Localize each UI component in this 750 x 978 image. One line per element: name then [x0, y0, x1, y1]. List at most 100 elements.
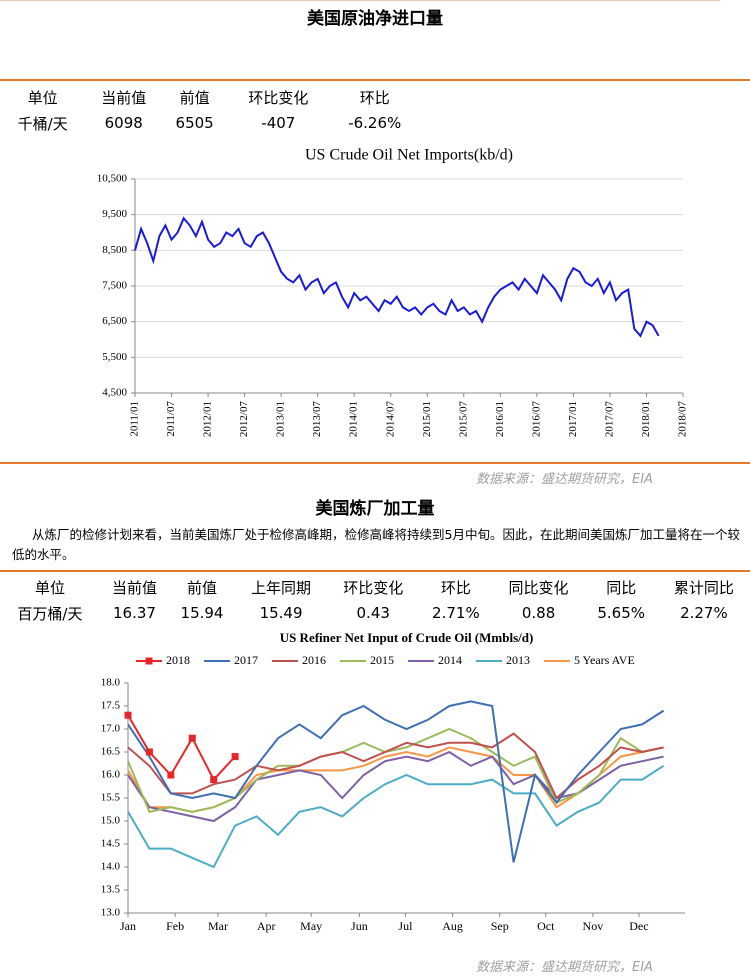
x-tick-label: 2014/07 [384, 401, 396, 438]
x-tick-label: 2018/07 [677, 401, 689, 438]
cell: 2.71% [432, 604, 480, 622]
y-tick-label: 8,500 [102, 244, 127, 256]
point [145, 748, 153, 756]
cell: 6505 [175, 114, 214, 132]
legend-label: 2016 [302, 653, 326, 667]
table: 单位 当前值 前值 环比变化 环比 千桶/天 6098 6505 -407 -6.26% [0, 84, 420, 136]
x-tick-label: Jan [120, 919, 136, 933]
point [231, 753, 239, 761]
x-tick-label: Apr [257, 919, 276, 933]
cell: 0.43 [356, 604, 390, 622]
line [127, 764, 665, 869]
cell: 2.27% [680, 604, 728, 622]
x-tick-label: 2013/01 [275, 401, 287, 437]
source: 数据来源：盛达期货研究，EIA [476, 472, 653, 487]
x-tick-label: 2018/01 [640, 401, 652, 437]
y-tick-label: 14.5 [101, 838, 121, 850]
x-tick-label: May [300, 919, 322, 933]
x-tick-label: 2012/01 [202, 401, 214, 437]
x-tick-label: Oct [537, 919, 555, 933]
y-tick-label: 6,500 [102, 315, 127, 327]
rule [0, 79, 750, 81]
line [134, 216, 660, 338]
x-tick-label: Dec [629, 919, 648, 933]
rule [0, 462, 750, 464]
x-tick-label: Nov [583, 919, 604, 933]
y-tick-label: 5,500 [102, 351, 127, 363]
header-cell: 单位 [34, 578, 65, 597]
header-cell: 前值 [179, 88, 210, 107]
legend-label: 2017 [234, 653, 258, 667]
header-cell: 前值 [187, 578, 218, 597]
cell: 千桶/天 [17, 114, 68, 133]
header-cell: 单位 [27, 88, 58, 107]
point [210, 776, 218, 784]
y-tick-label: 15.5 [101, 792, 121, 804]
header-cell: 环比变化 [343, 578, 404, 597]
line [127, 700, 665, 863]
chart: US Crude Oil Net Imports(kb/d) 4,500 5,500… [97, 147, 689, 438]
y-tick-label: 15.0 [101, 815, 121, 827]
header-cell: 当前值 [101, 88, 147, 107]
legend-label: 2015 [370, 653, 394, 667]
cell: -407 [261, 114, 296, 132]
x-tick-label: Mar [208, 919, 228, 933]
x-tick-label: 2011/07 [165, 401, 177, 437]
rule [0, 570, 750, 572]
table-row: 百万桶/天 16.37 15.94 15.49 0.43 2.71% 0.88 5.65% 2.… [0, 600, 750, 626]
header-cell: 环比变化 [248, 88, 309, 107]
x-tick-label: Sep [491, 919, 509, 933]
cell: 6098 [104, 114, 143, 132]
paragraph: 从炼厂的检修计划来看，当前美国炼厂处于检修高峰期，检修高峰将持续到5月中旬。因此… [12, 527, 740, 562]
legend-label: 2013 [506, 653, 530, 667]
x-tick-label: 2015/07 [457, 401, 469, 438]
header-cell: 同比 [606, 578, 637, 597]
header-cell: 累计同比 [673, 578, 734, 597]
x-tick-label: 2015/01 [421, 401, 433, 437]
line [127, 732, 664, 800]
header-cell: 环比 [440, 578, 471, 597]
cell: 16.37 [112, 604, 156, 622]
chart-title: US Refiner Net Input of Crude Oil (Mmbls… [280, 630, 534, 645]
cell: 0.88 [521, 604, 556, 622]
chart-title: US Crude Oil Net Imports(kb/d) [305, 147, 513, 164]
x-tick-label: 2017/01 [567, 401, 579, 437]
legend-marker [145, 657, 153, 665]
x-tick-label: 2016/07 [530, 401, 542, 438]
line [127, 727, 664, 813]
legend-label: 2018 [166, 653, 190, 667]
header-cell: 同比变化 [508, 578, 569, 597]
legend-label: 5 Years AVE [574, 653, 635, 667]
cell: 5.65% [597, 604, 646, 622]
source: 数据来源：盛达期货研究，EIA [476, 960, 653, 975]
chart: US Refiner Net Input of Crude Oil (Mmbls… [101, 630, 685, 933]
y-tick-label: 18.0 [101, 677, 121, 689]
point [124, 711, 132, 719]
point [167, 771, 175, 779]
x-tick-label: 2011/01 [129, 401, 141, 437]
table: 单位 当前值 前值 上年同期 环比变化 环比 同比变化 同比 累计同比百万桶/天 16.37 15.… [0, 574, 750, 626]
y-tick-label: 4,500 [102, 387, 127, 399]
y-tick-label: 13.0 [101, 907, 121, 919]
cell: 百万桶/天 [17, 604, 83, 623]
y-tick-label: 16.5 [101, 746, 121, 758]
section-title: 美国炼厂加工量 [315, 499, 435, 519]
table-row: 单位 当前值 前值 环比变化 环比 [0, 84, 420, 110]
y-tick-label: 17.0 [101, 723, 121, 735]
cell: 15.94 [180, 604, 224, 622]
y-tick-label: 14.0 [101, 861, 121, 873]
y-tick-label: 17.5 [101, 700, 121, 712]
cell: 15.49 [259, 604, 303, 622]
x-tick-label: 2017/07 [603, 401, 615, 438]
header-cell: 上年同期 [251, 578, 312, 597]
line [127, 714, 236, 782]
header-cell: 当前值 [111, 578, 157, 597]
cell: -6.26% [348, 114, 402, 132]
y-tick-label: 9,500 [102, 208, 127, 220]
point [188, 734, 196, 742]
legend-label: 2014 [438, 653, 462, 667]
section-title: 美国原油净进口量 [307, 9, 443, 29]
y-tick-label: 7,500 [102, 280, 127, 292]
table-row: 单位 当前值 前值 上年同期 环比变化 环比 同比变化 同比 累计同比 [0, 574, 750, 600]
x-tick-label: Jun [351, 919, 368, 933]
